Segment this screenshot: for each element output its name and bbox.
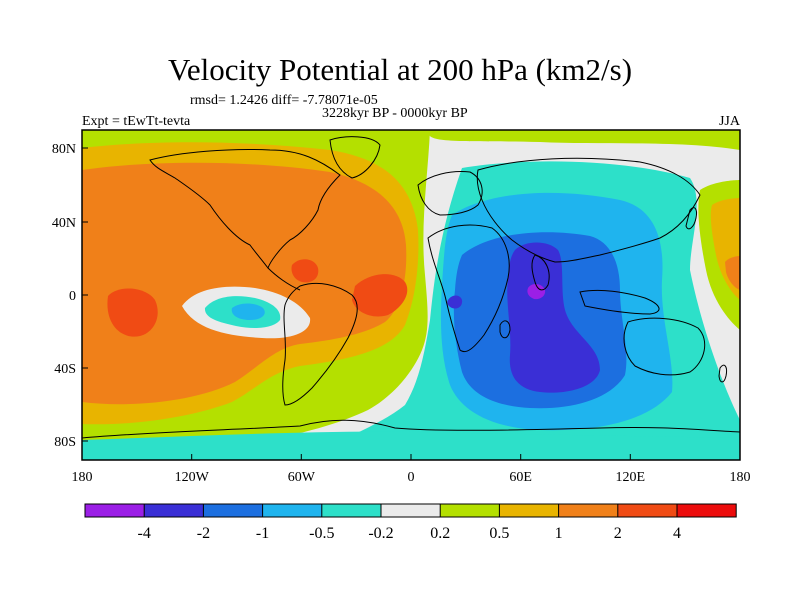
colorbar-label: -0.5	[309, 525, 334, 542]
stats-text: rmsd= 1.2426 diff= -7.78071e-05	[190, 93, 378, 108]
colorbar-swatch	[262, 504, 322, 517]
coast-greenland	[329, 136, 381, 179]
colorbar-label: 4	[673, 525, 681, 542]
coast-madagascar	[499, 320, 511, 339]
colorbar-swatch	[321, 504, 381, 517]
coast-africa	[427, 224, 510, 353]
colorbar-label: 1	[555, 525, 563, 542]
coast-japan	[685, 207, 697, 230]
field-antarctic	[82, 431, 740, 460]
colorbar-swatch	[499, 504, 559, 517]
coastlines	[82, 136, 740, 439]
experiment-label: Expt = tEwTt-tevta	[82, 114, 191, 129]
ytick-label: 80S	[54, 435, 76, 450]
field-neg-4	[527, 284, 546, 300]
xtick-label: 180	[72, 470, 93, 485]
colorbar-swatch	[203, 504, 263, 517]
colorbar-label: -4	[138, 525, 151, 542]
axis-labels: 180 120W 60W 0 60E 120E 180 80N 40N 0 40…	[52, 142, 751, 485]
colorbar-label: -2	[197, 525, 210, 542]
colorbar-label: 0.2	[430, 525, 450, 542]
xtick-label: 120E	[616, 470, 646, 485]
field-neg-2b	[447, 295, 463, 309]
colorbar-dividers	[143, 504, 678, 517]
colorbar-swatch	[85, 504, 145, 517]
ytick-label: 0	[69, 289, 76, 304]
colorbar: -4 -2 -1 -0.5 -0.2 0.2 0.5 1 2 4	[84, 503, 737, 542]
xtick-label: 60W	[288, 470, 316, 485]
field-arctic	[82, 130, 740, 150]
colorbar-label: 0.5	[489, 525, 509, 542]
colorbar-label: -0.2	[368, 525, 393, 542]
period-text: 3228kyr BP - 0000kyr BP	[322, 106, 468, 121]
field-pos-2	[107, 288, 158, 337]
xtick-label: 120W	[175, 470, 210, 485]
axis-ticks	[81, 147, 741, 460]
ytick-label: 40N	[52, 216, 76, 231]
coast-australia	[623, 317, 706, 376]
colorbar-label: 2	[614, 525, 622, 542]
ytick-label: 80N	[52, 142, 76, 157]
field-neg-2	[507, 242, 600, 393]
coast-india	[531, 254, 550, 291]
colorbar-swatch	[381, 504, 441, 517]
coast-asia	[476, 157, 701, 263]
season-label: JJA	[718, 114, 740, 129]
xtick-label: 180	[730, 470, 751, 485]
colorbar-swatch	[440, 504, 500, 517]
field-neg-pocket-core	[231, 303, 265, 320]
field-pos-2c	[291, 259, 319, 283]
coast-indonesia	[579, 289, 660, 315]
colorbar-swatch	[617, 504, 677, 517]
colorbar-frame	[84, 503, 737, 518]
field-pos-1	[82, 162, 407, 405]
map-title: Velocity Potential at 200 hPa (km2/s)	[167, 52, 633, 87]
contour-field	[82, 130, 740, 460]
coast-south-america	[282, 282, 358, 406]
colorbar-label: -1	[256, 525, 269, 542]
coast-north-america	[149, 148, 341, 270]
field-east-pos-1	[725, 256, 740, 290]
coast-europe	[417, 171, 483, 216]
xtick-label: 60E	[509, 470, 532, 485]
xtick-label: 0	[408, 470, 415, 485]
colorbar-swatch	[677, 504, 737, 517]
colorbar-swatch	[558, 504, 618, 517]
field-pos-2b	[352, 274, 408, 317]
colorbar-swatch	[144, 504, 204, 517]
ytick-label: 40S	[54, 362, 76, 377]
coast-antarctica	[82, 419, 740, 439]
coast-new-zealand	[718, 364, 727, 383]
